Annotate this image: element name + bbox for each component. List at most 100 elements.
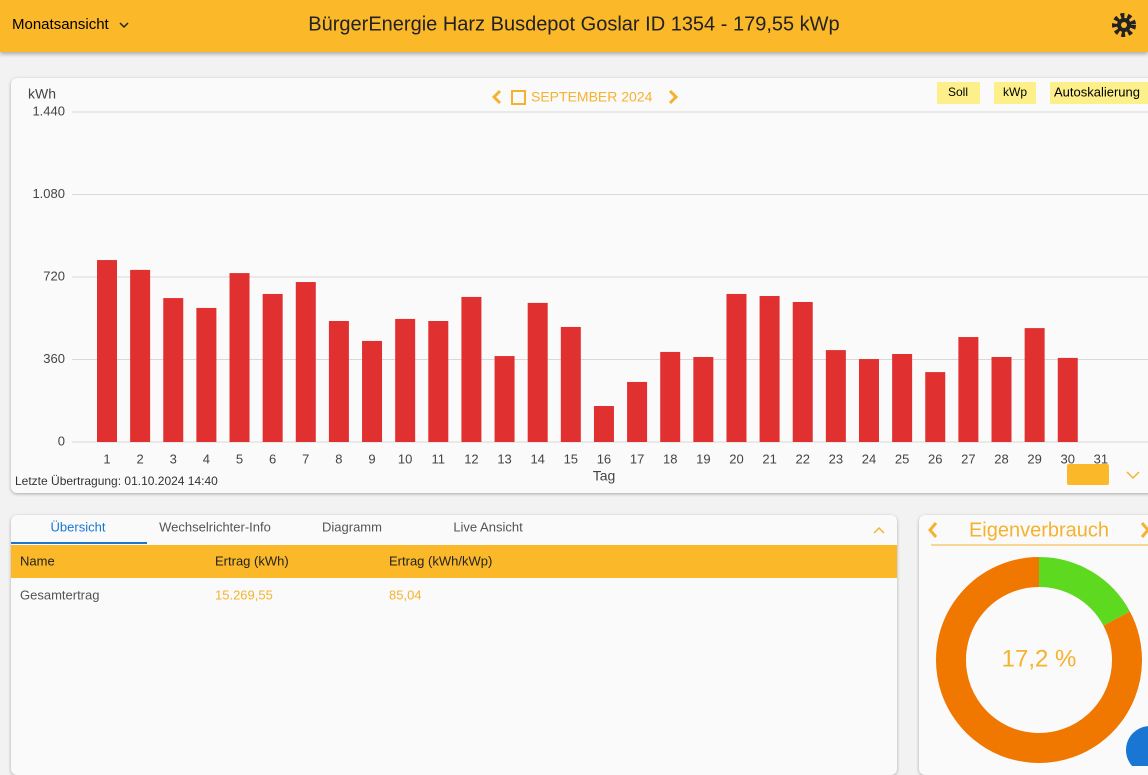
bar	[627, 381, 648, 442]
table-header: Name	[20, 553, 55, 568]
bar	[1057, 357, 1078, 442]
y-tick-label: 0	[58, 433, 65, 448]
tab[interactable]: Übersicht	[51, 519, 106, 534]
x-tick-label: 26	[928, 451, 942, 466]
collapse-icon[interactable]	[873, 526, 885, 534]
tab[interactable]: Live Ansicht	[453, 519, 523, 534]
x-tick-label: 19	[696, 451, 710, 466]
bar	[858, 359, 879, 442]
bar	[196, 307, 217, 442]
x-tick-label: 8	[335, 451, 342, 466]
x-tick-label: 11	[432, 451, 446, 466]
dropdown-icon	[119, 22, 129, 29]
x-tick-label: 3	[170, 451, 177, 466]
calendar-icon	[511, 90, 526, 105]
x-tick-label: 22	[795, 451, 809, 466]
bar	[958, 337, 979, 442]
x-tick-label: 18	[663, 451, 677, 466]
bar	[759, 296, 780, 442]
x-tick-label: 21	[762, 451, 776, 466]
bar	[660, 351, 681, 442]
x-tick-label: 27	[961, 451, 975, 466]
y-axis-label: kWh	[28, 86, 56, 102]
button-label[interactable]: Soll	[948, 85, 968, 99]
page-title: BürgerEnergie Harz Busdepot Goslar ID 13…	[308, 13, 839, 35]
y-tick-label: 720	[43, 268, 65, 283]
x-tick-label: 2	[137, 451, 144, 466]
x-tick-label: 9	[368, 451, 375, 466]
x-tick-label: 14	[530, 451, 544, 466]
x-tick-label: 29	[1027, 451, 1041, 466]
x-tick-label: 15	[564, 451, 578, 466]
table-cell: 15.269,55	[215, 587, 273, 602]
next-chart[interactable]	[1140, 522, 1148, 538]
bar	[461, 296, 482, 442]
x-tick-label: 20	[729, 451, 743, 466]
bar	[560, 326, 581, 442]
donut-segment	[936, 557, 1142, 763]
table-cell: 85,04	[389, 587, 422, 602]
button[interactable]	[1050, 82, 1148, 104]
prev-month[interactable]	[491, 89, 502, 105]
bar	[428, 321, 449, 442]
donut-segment	[1038, 557, 1130, 627]
x-tick-label: 5	[236, 451, 243, 466]
x-tick-label: 13	[497, 451, 511, 466]
table-header: Ertrag (kWh/kWp)	[389, 553, 492, 568]
bar	[991, 356, 1012, 442]
x-tick-label: 10	[398, 451, 412, 466]
x-tick-label: 6	[269, 451, 276, 466]
button[interactable]	[937, 82, 980, 104]
x-tick-label: 7	[302, 451, 309, 466]
x-tick-label: 12	[464, 451, 478, 466]
bar	[229, 273, 250, 442]
tab-indicator	[11, 542, 147, 544]
x-tick-label: 23	[829, 451, 843, 466]
button-label[interactable]: Autoskalierung	[1054, 84, 1140, 99]
bar	[163, 298, 184, 442]
donut-center-label: 17,2 %	[1002, 645, 1077, 672]
expand-icon[interactable]	[1126, 471, 1140, 480]
view-select[interactable]: Monatsansicht	[12, 16, 110, 33]
bar	[97, 260, 117, 442]
bar	[130, 269, 151, 442]
x-tick-label: 24	[862, 451, 876, 466]
x-tick-label: 25	[895, 451, 909, 466]
x-tick-label: 17	[630, 451, 644, 466]
table-cell: Gesamtertrag	[20, 587, 99, 602]
bar	[328, 321, 349, 442]
y-tick-label: 1.080	[32, 186, 65, 201]
x-tick-label: 4	[203, 451, 210, 466]
bar	[925, 372, 946, 442]
tab[interactable]: Diagramm	[322, 519, 382, 534]
bar	[1024, 328, 1045, 442]
export-button[interactable]	[1067, 464, 1109, 485]
bar	[825, 350, 846, 442]
table-header: Ertrag (kWh)	[215, 553, 289, 568]
x-tick-label: 30	[1061, 451, 1075, 466]
settings-icon[interactable]	[1112, 13, 1136, 37]
bar	[494, 356, 515, 442]
bar	[792, 301, 813, 442]
next-month[interactable]	[668, 89, 679, 105]
bar	[362, 340, 383, 442]
x-tick-label: 1	[103, 451, 110, 466]
bar	[593, 406, 614, 442]
button-label[interactable]: kWp	[1003, 85, 1027, 99]
y-tick-label: 1.440	[32, 103, 65, 118]
tab[interactable]: Wechselrichter-Info	[159, 519, 271, 534]
x-tick-label: 31	[1094, 451, 1108, 466]
button[interactable]	[994, 82, 1036, 104]
fab-button[interactable]	[1126, 726, 1148, 766]
prev-chart[interactable]	[928, 522, 938, 538]
bar	[295, 282, 316, 442]
bar	[262, 293, 283, 442]
bar	[527, 302, 548, 442]
table-header-row	[11, 545, 897, 578]
donut-title: Eigenverbrauch	[969, 519, 1109, 541]
period: SEPTEMBER 2024	[531, 89, 653, 105]
y-tick-label: 360	[43, 351, 65, 366]
x-tick-label: 28	[994, 451, 1008, 466]
